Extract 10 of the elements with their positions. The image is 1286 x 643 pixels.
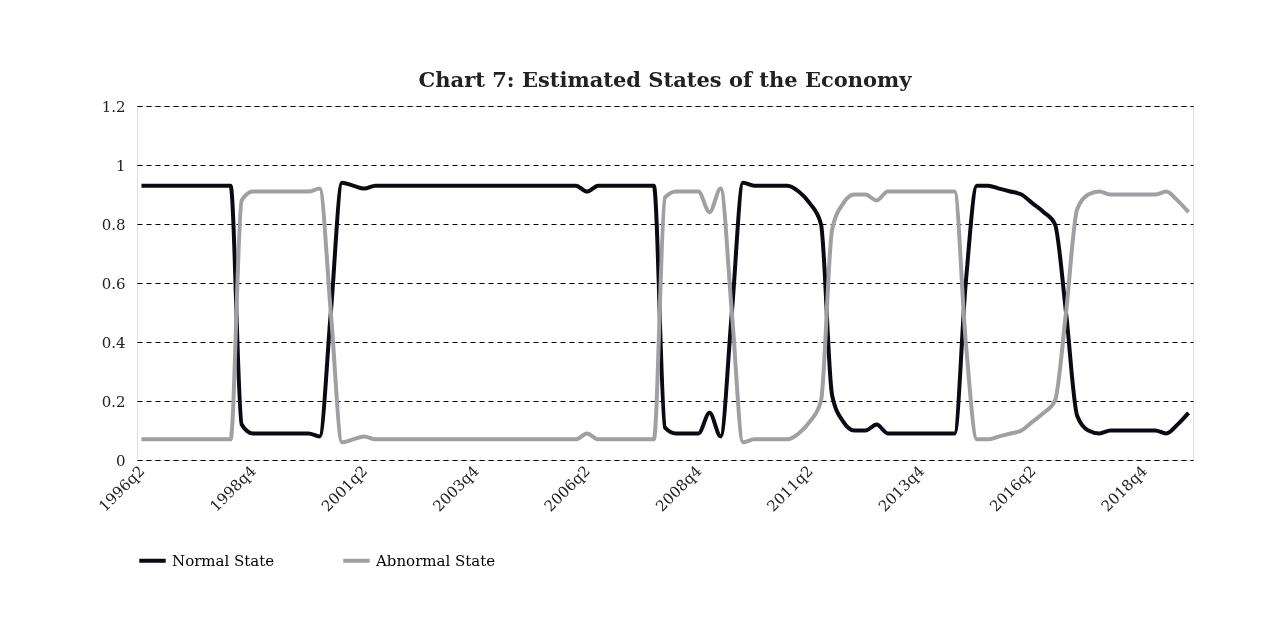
legend-label: Abnormal State: [375, 551, 496, 570]
chart-title: Chart 7: Estimated States of the Economy: [418, 67, 913, 92]
y-tick-label: 1: [115, 156, 126, 175]
y-tick-label: 1.2: [101, 97, 126, 116]
legend-label: Normal State: [172, 551, 275, 570]
y-tick-label: 0: [115, 451, 126, 470]
y-tick-label: 0.2: [101, 392, 126, 411]
y-tick-label: 0.8: [101, 215, 126, 234]
y-tick-label: 0.6: [101, 274, 126, 293]
y-tick-label: 0.4: [101, 333, 126, 352]
